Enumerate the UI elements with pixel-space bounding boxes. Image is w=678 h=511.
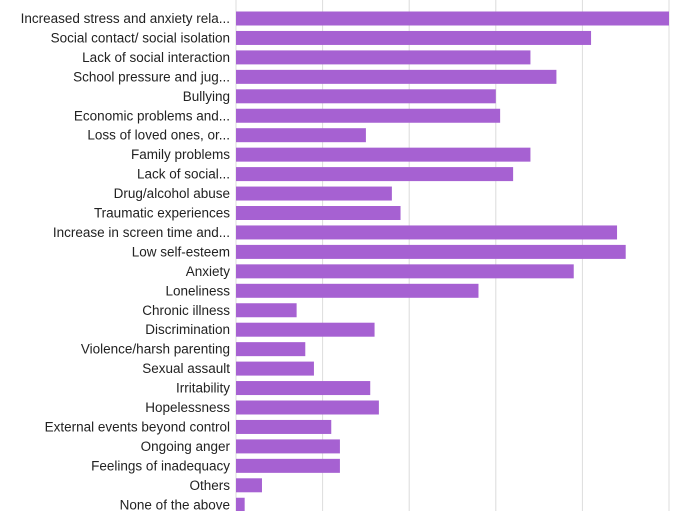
bar [236,244,626,259]
category-label: Loneliness [165,283,230,298]
category-label: Family problems [131,147,230,162]
bar [236,400,379,415]
bar [236,322,375,337]
category-label: Ongoing anger [141,439,231,454]
bar [236,186,392,201]
bar [236,342,306,357]
bar [236,128,366,143]
bar [236,264,574,279]
bar [236,225,618,240]
category-label: Lack of social... [137,167,230,182]
category-label: Sexual assault [142,361,230,376]
category-label: Chronic illness [142,303,230,318]
bar [236,361,314,376]
bar [236,206,401,220]
bars [236,11,669,511]
category-label: Loss of loved ones, or... [87,128,230,143]
category-label: Traumatic experiences [94,206,230,221]
bar [236,167,514,182]
bar [236,303,297,318]
category-label: External events beyond control [45,419,230,434]
bar [236,11,669,26]
bar [236,478,262,493]
category-label: Irritability [176,381,230,396]
category-label: Drug/alcohol abuse [114,186,230,201]
bar [236,50,531,65]
bar [236,147,531,162]
bar [236,497,245,511]
bar [236,419,332,434]
category-label: Social contact/ social isolation [51,30,230,45]
bar [236,108,501,123]
category-label: Lack of social interaction [82,50,230,65]
category-label: Economic problems and... [74,108,230,123]
bar [236,439,340,454]
category-label: Low self-esteem [132,244,230,259]
category-label: Increased stress and anxiety rela... [21,11,230,26]
category-labels: Increased stress and anxiety rela... Soci… [21,11,231,511]
bar [236,89,496,104]
category-label: Bullying [183,89,230,104]
category-label: School pressure and jug... [73,69,230,84]
category-label: Increase in screen time and... [53,225,230,240]
bar [236,283,479,298]
category-label: Discrimination [145,322,230,337]
bar [236,30,592,45]
category-label: Violence/harsh parenting [81,342,230,357]
category-label: Hopelessness [145,400,230,415]
category-label: Feelings of inadequacy [91,458,230,473]
bar [236,69,557,84]
category-label: Anxiety [186,264,231,279]
bar [236,381,371,396]
category-label: Others [189,478,230,493]
category-label: None of the above [120,497,230,511]
bar [236,458,340,473]
